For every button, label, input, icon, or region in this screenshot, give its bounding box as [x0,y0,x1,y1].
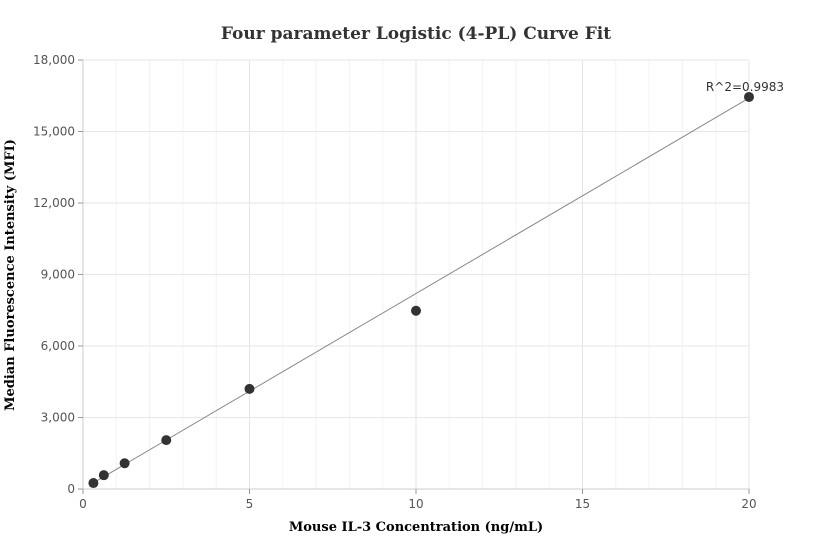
data-point [244,383,255,394]
data-point [161,435,172,446]
y-tick-label: 18,000 [33,53,75,67]
data-point [119,458,130,469]
x-tick-label: 5 [246,497,254,511]
grid [83,59,750,489]
r-squared-annotation: R^2=0.9983 [706,80,784,94]
y-axis-label: Median Fluorescence Intensity (MFI) [3,139,18,411]
fit-curve [93,97,750,484]
data-point [88,478,99,489]
y-tick-label: 9,000 [41,268,75,282]
x-tick-label: 20 [741,497,756,511]
data-point [411,305,421,316]
data-point [98,470,109,481]
x-axis-label: Mouse IL-3 Concentration (ng/mL) [289,520,543,535]
x-tick-label: 10 [408,497,423,511]
data-points [88,91,754,489]
x-tick-label: 0 [79,497,87,511]
y-tick-label: 15,000 [33,125,75,139]
chart-title: Four parameter Logistic (4-PL) Curve Fit [221,24,611,44]
axes: 0 5 10 15 20 0 3,000 6,000 9,000 12,000 15,000 18,0… [33,53,757,511]
y-tick-label: 6,000 [41,339,75,353]
x-tick-label: 15 [575,497,590,511]
data-point [744,91,754,102]
y-tick-label: 3,000 [41,411,75,425]
y-tick-label: 0 [67,482,75,496]
y-tick-label: 12,000 [33,196,75,210]
fit-curve-group [93,97,750,484]
